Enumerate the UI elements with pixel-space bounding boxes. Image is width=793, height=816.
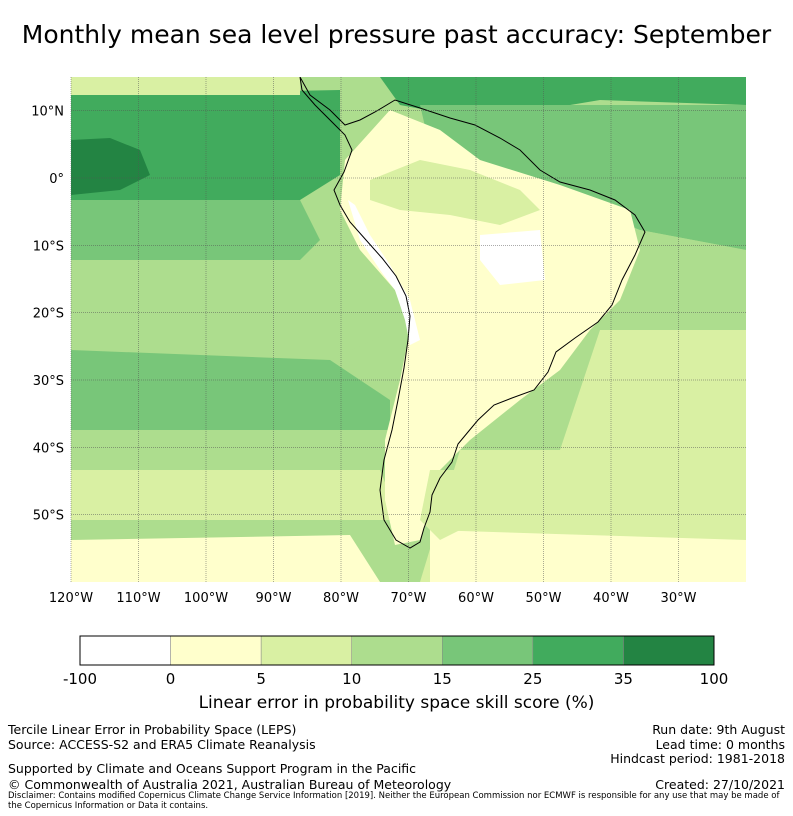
lat-tick-label: 40°S bbox=[33, 441, 64, 456]
field-south-america bbox=[340, 110, 640, 545]
colorbar-tick-label: 100 bbox=[700, 670, 729, 688]
colorbar-tick-label: 25 bbox=[523, 670, 542, 688]
lat-tick-label: 0° bbox=[49, 172, 64, 187]
colorbar-swatch bbox=[260, 635, 352, 666]
colorbar-swatch bbox=[532, 635, 624, 666]
lat-tick-label: 10°S bbox=[33, 239, 64, 254]
field-north-edge bbox=[71, 77, 300, 95]
colorbar-swatch bbox=[623, 635, 715, 666]
colorbar-tick-label: 10 bbox=[342, 670, 361, 688]
lon-tick-label: 100°W bbox=[184, 591, 228, 606]
lon-tick-label: 40°W bbox=[593, 591, 629, 606]
colorbar-frame bbox=[79, 635, 715, 666]
footer-copyright: © Commonwealth of Australia 2021, Austra… bbox=[8, 777, 452, 792]
field-andes bbox=[348, 200, 420, 345]
coastline bbox=[299, 77, 646, 549]
lon-tick-label: 50°W bbox=[526, 591, 562, 606]
footer-hindcast: Hindcast period: 1981-2018 bbox=[610, 751, 785, 766]
gridlines bbox=[70, 77, 746, 582]
lon-tick-label: 70°W bbox=[391, 591, 427, 606]
colorbar-label: Linear error in probability space skill … bbox=[198, 693, 595, 713]
lat-tick-label: 30°S bbox=[33, 374, 64, 389]
colorbar: -100 0 5 10 15 25 35 100 bbox=[63, 635, 729, 688]
footer-disclaimer: Disclaimer: Contains modified Copernicus… bbox=[8, 791, 780, 811]
field-atlantic-north bbox=[420, 105, 746, 250]
field-pacific-band bbox=[71, 350, 390, 430]
latitude-labels: 10°N 0° 10°S 20°S 30°S 40°S 50°S bbox=[31, 105, 64, 524]
lon-tick-label: 120°W bbox=[49, 591, 93, 606]
field-southern-ocean bbox=[71, 470, 400, 520]
colorbar-swatch bbox=[351, 635, 443, 666]
colorbar-tick-label: 35 bbox=[614, 670, 633, 688]
field-pacific-core bbox=[71, 138, 150, 195]
skill-score-map: 120°W 110°W 100°W 90°W 80°W 70°W 60°W 50°W 40°W 3… bbox=[31, 77, 746, 688]
footer-lead-time: Lead time: 0 months bbox=[655, 737, 785, 752]
footer-run-date: Run date: 9th August bbox=[652, 722, 785, 737]
footer-source: Source: ACCESS-S2 and ERA5 Climate Reana… bbox=[8, 737, 316, 752]
lat-tick-label: 50°S bbox=[33, 509, 64, 524]
field-pacific-mid bbox=[71, 200, 320, 260]
field-southern-edge bbox=[71, 535, 380, 582]
field-atlantic-south bbox=[560, 330, 746, 450]
field-amazon bbox=[370, 160, 540, 225]
field-pacific-low bbox=[71, 430, 390, 470]
footer-created: Created: 27/10/2021 bbox=[655, 777, 785, 792]
lon-tick-label: 90°W bbox=[256, 591, 292, 606]
field-atlantic-edge bbox=[430, 530, 746, 582]
colorbar-tick-label: 15 bbox=[433, 670, 452, 688]
lat-tick-label: 20°S bbox=[33, 307, 64, 322]
colorbar-swatch bbox=[79, 635, 171, 666]
colorbar-swatch bbox=[442, 635, 534, 666]
map-title: Monthly mean sea level pressure past acc… bbox=[21, 20, 772, 49]
colorbar-swatch bbox=[170, 635, 262, 666]
colorbar-tick-label: 0 bbox=[166, 670, 176, 688]
colorbar-tick-label: -100 bbox=[63, 670, 97, 688]
colorbar-tick-label: 5 bbox=[256, 670, 266, 688]
field-central-brazil bbox=[480, 230, 545, 285]
longitude-labels: 120°W 110°W 100°W 90°W 80°W 70°W 60°W 50°W 40°W 3… bbox=[49, 591, 697, 606]
lon-tick-label: 60°W bbox=[458, 591, 494, 606]
footer-support: Supported by Climate and Oceans Support … bbox=[8, 761, 417, 776]
lon-tick-label: 30°W bbox=[661, 591, 697, 606]
lon-tick-label: 110°W bbox=[116, 591, 160, 606]
lon-tick-label: 80°W bbox=[323, 591, 359, 606]
lat-tick-label: 10°N bbox=[31, 105, 64, 120]
footer-method: Tercile Linear Error in Probability Spac… bbox=[8, 722, 297, 737]
field-atlantic-mid bbox=[620, 230, 746, 330]
field-pacific-south bbox=[71, 260, 395, 360]
